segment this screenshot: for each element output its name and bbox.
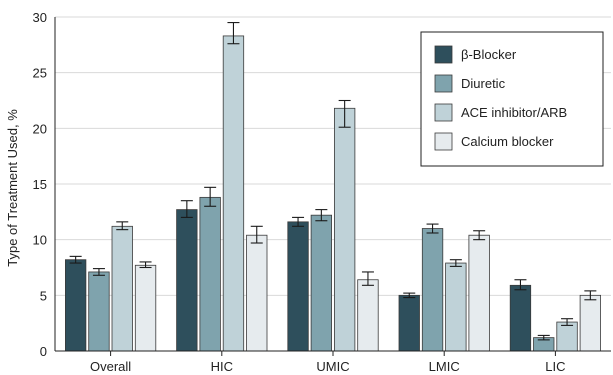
legend-label: β-Blocker (461, 47, 517, 62)
error-bar (180, 200, 193, 218)
legend-swatch (434, 103, 453, 122)
error-bar (584, 290, 597, 301)
error-bar (403, 292, 416, 299)
bar (310, 214, 333, 352)
error-bars (69, 22, 597, 341)
y-tick-label: 15 (33, 177, 47, 192)
legend: β-Blocker Diuretic ACE inhibitor/ARB Calciu… (420, 31, 604, 167)
y-tick-label: 10 (33, 233, 47, 248)
bar (468, 234, 490, 352)
error-bar (292, 216, 305, 227)
bar (88, 271, 110, 352)
axes: 0 5 10 15 20 25 30 Overall HIC UMIC LMIC LIC (33, 10, 611, 374)
legend-label: Diuretic (461, 76, 506, 91)
y-tick-label: 30 (33, 10, 47, 25)
error-bar (227, 22, 240, 45)
error-bar (514, 279, 527, 291)
error-bar (92, 268, 105, 276)
error-bar (69, 255, 82, 264)
error-bar (204, 186, 217, 207)
error-bar (426, 223, 439, 234)
error-bar (449, 259, 462, 267)
bar (445, 262, 467, 352)
x-tick-label: LIC (545, 359, 565, 374)
x-tick-label: UMIC (316, 359, 349, 374)
legend-swatch (434, 74, 453, 93)
legend-label: ACE inhibitor/ARB (461, 105, 567, 120)
bar (556, 321, 578, 352)
x-tick-label: Overall (90, 359, 131, 374)
bar (176, 209, 198, 352)
y-tick-label: 25 (33, 66, 47, 81)
x-tick-label: HIC (211, 359, 233, 374)
y-tick-label: 0 (40, 344, 47, 359)
legend-swatch (434, 45, 453, 64)
error-bar (250, 225, 263, 244)
bar (65, 259, 87, 352)
bar (509, 284, 532, 352)
bar (421, 228, 444, 352)
error-bar (561, 318, 574, 326)
y-tick-label: 5 (40, 288, 47, 303)
error-bar (315, 209, 328, 222)
bar (287, 221, 309, 352)
bar (134, 264, 157, 352)
x-tick-label: LMIC (429, 359, 460, 374)
bar (199, 196, 221, 352)
bar (246, 234, 268, 352)
error-bar (116, 221, 129, 231)
error-bar (361, 271, 374, 286)
bars (65, 35, 601, 352)
bar (111, 225, 133, 352)
bar (579, 294, 601, 352)
error-bar (537, 334, 550, 341)
bar (333, 107, 356, 352)
error-bar (338, 99, 351, 128)
bar (398, 294, 420, 352)
error-bar (139, 261, 152, 269)
legend-label: Calcium blocker (461, 134, 554, 149)
y-axis-label: Type of Treatment Used, % (5, 109, 20, 267)
legend-swatch (434, 132, 453, 151)
y-tick-label: 20 (33, 121, 47, 136)
bar (222, 35, 245, 352)
error-bar (473, 230, 486, 241)
bar (357, 279, 379, 352)
